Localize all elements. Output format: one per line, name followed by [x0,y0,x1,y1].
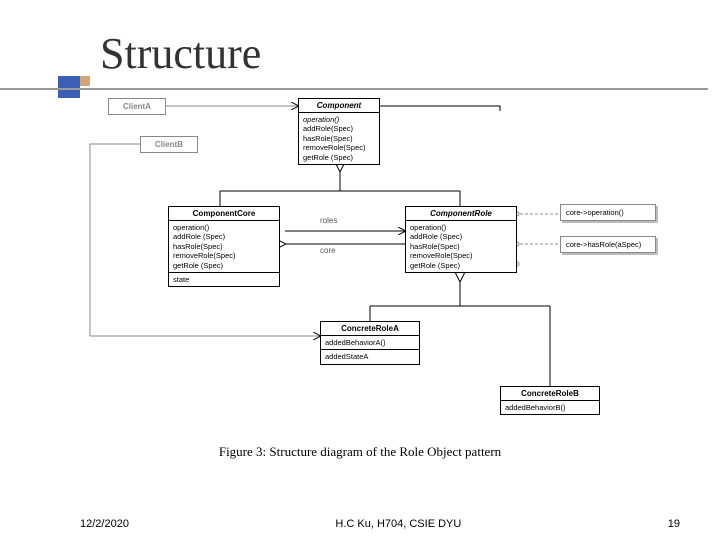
op: getRole (Spec) [410,261,512,270]
op: getRole (Spec) [303,153,375,162]
client-b-box: ClientB [140,136,198,153]
op: addRole(Spec) [303,124,375,133]
edge-label-core: core [320,246,336,255]
edge-label-roles: roles [320,216,337,225]
component-class: Component operation() addRole(Spec) hasR… [298,98,380,165]
figure-caption: Figure 3: Structure diagram of the Role … [60,444,660,460]
note-operation: core->operation() [560,204,656,221]
role-ops: operation() addRole (Spec) hasRole(Spec)… [406,221,516,272]
op: operation() [303,115,375,124]
core-name: ComponentCore [169,207,279,221]
concrete-a-name: ConcreteRoleA [321,322,419,336]
client-a-box: ClientA [108,98,166,115]
component-name: Component [299,99,379,113]
core-ops: operation() addRole (Spec) hasRole(Spec)… [169,221,279,272]
concrete-role-a-class: ConcreteRoleA addedBehaviorA() addedStat… [320,321,420,365]
op: removeRole(Spec) [173,251,275,260]
title-underline [0,88,708,90]
component-role-class: ComponentRole operation() addRole (Spec)… [405,206,517,273]
footer-page: 19 [668,518,680,530]
component-ops: operation() addRole(Spec) hasRole(Spec) … [299,113,379,164]
op: hasRole(Spec) [410,242,512,251]
op: operation() [410,223,512,232]
op: operation() [173,223,275,232]
role-name: ComponentRole [406,207,516,221]
core-attr: state [169,272,279,286]
concrete-b-name: ConcreteRoleB [501,387,599,401]
op: removeRole(Spec) [303,143,375,152]
footer-author: H.C Ku, H704, CSIE DYU [335,518,461,530]
op: addRole (Spec) [173,232,275,241]
slide-title: Structure [100,28,261,79]
op: removeRole(Spec) [410,251,512,260]
note-hasrole: core->hasRole(aSpec) [560,236,656,253]
op: hasRole(Spec) [173,242,275,251]
footer-date: 12/2/2020 [80,518,129,530]
uml-diagram: ClientA ClientB Component operation() ad… [60,96,660,480]
concrete-b-op: addedBehaviorB() [501,401,599,414]
op: getRole (Spec) [173,261,275,270]
title-bullet-accent [58,76,80,98]
concrete-role-b-class: ConcreteRoleB addedBehaviorB() [500,386,600,415]
op: addRole (Spec) [410,232,512,241]
concrete-a-op: addedBehaviorA() [321,336,419,349]
title-bullet-accent-small [80,76,90,86]
component-core-class: ComponentCore operation() addRole (Spec)… [168,206,280,287]
concrete-a-attr: addedStateA [321,349,419,363]
op: hasRole(Spec) [303,134,375,143]
slide-footer: 12/2/2020 H.C Ku, H704, CSIE DYU 19 [0,518,720,530]
